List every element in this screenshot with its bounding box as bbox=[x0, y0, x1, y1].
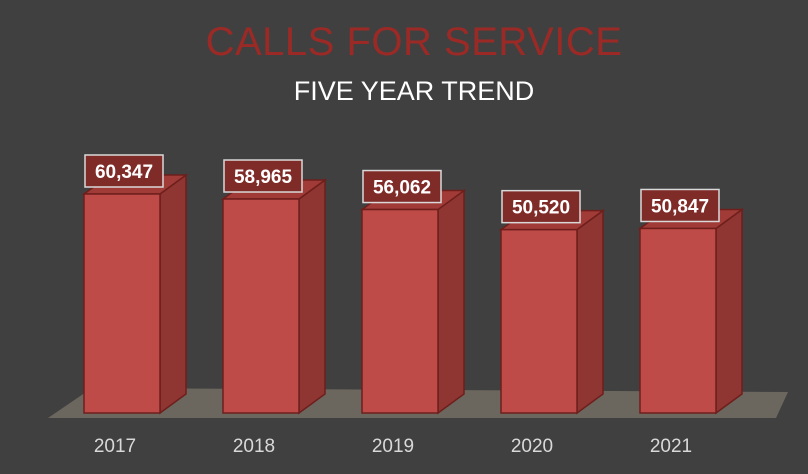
x-tick-label: 2018 bbox=[233, 436, 275, 457]
bar-side-face bbox=[715, 207, 743, 415]
bar-2018 bbox=[220, 178, 328, 415]
data-label-2018: 58,965 bbox=[223, 159, 303, 193]
data-label-text: 60,347 bbox=[95, 162, 153, 183]
data-label-text: 50,847 bbox=[651, 196, 709, 217]
chart-subtitle: FIVE YEAR TREND bbox=[293, 76, 535, 106]
x-tick-label: 2019 bbox=[372, 436, 414, 457]
bar-front-face bbox=[361, 208, 439, 414]
bar-side-face bbox=[159, 173, 187, 415]
data-label-2019: 56,062 bbox=[362, 169, 442, 204]
chart-title: CALLS FOR SERVICE bbox=[205, 20, 623, 64]
bar-side-face bbox=[437, 189, 465, 415]
data-label-box bbox=[362, 169, 442, 204]
bar-side-face bbox=[298, 178, 326, 415]
bar-2021 bbox=[637, 207, 745, 415]
data-label-text: 56,062 bbox=[373, 178, 431, 199]
x-tick-label: 2020 bbox=[511, 436, 553, 457]
data-label-box bbox=[84, 154, 164, 188]
bar-2020 bbox=[498, 209, 606, 415]
data-label-2021: 50,847 bbox=[640, 188, 720, 223]
data-label-box bbox=[223, 159, 303, 193]
data-label-box bbox=[501, 189, 581, 224]
bar-2019 bbox=[359, 189, 467, 415]
data-label-2020: 50,520 bbox=[501, 189, 581, 224]
x-tick-label: 2021 bbox=[650, 436, 692, 457]
data-label-text: 50,520 bbox=[512, 198, 570, 219]
bar-side-face bbox=[576, 209, 604, 415]
bar-front-face bbox=[222, 198, 300, 414]
x-tick-label: 2017 bbox=[94, 436, 136, 457]
bar-front-face bbox=[639, 227, 717, 414]
data-label-2017: 60,347 bbox=[84, 154, 164, 188]
data-label-text: 58,965 bbox=[234, 167, 293, 188]
data-label-box bbox=[640, 188, 720, 223]
bar-2017 bbox=[81, 173, 189, 415]
bar-front-face bbox=[500, 228, 578, 414]
bar-front-face bbox=[83, 193, 161, 414]
